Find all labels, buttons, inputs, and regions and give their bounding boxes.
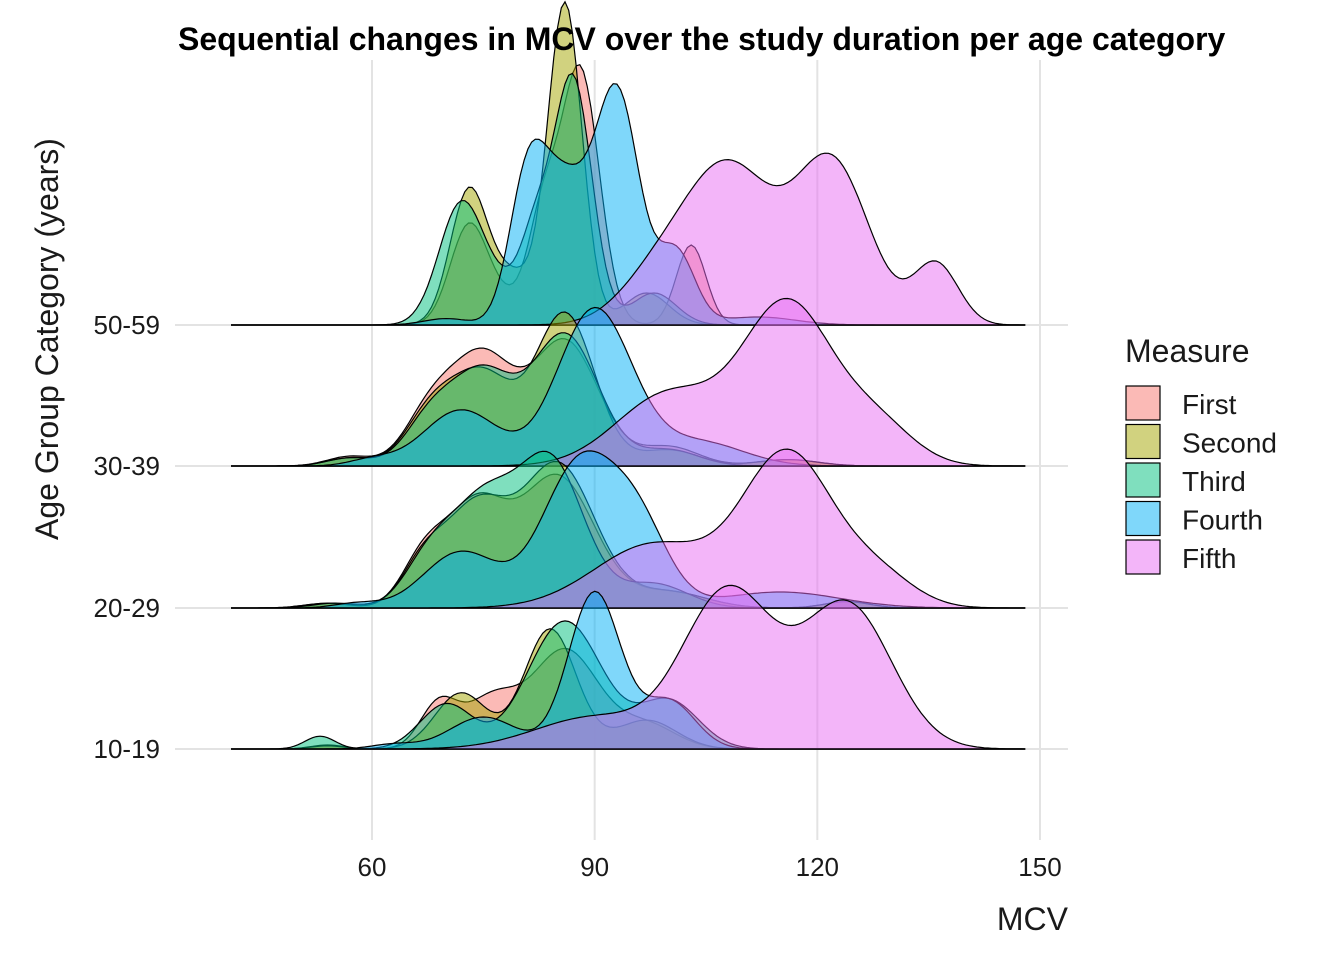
ridge-group-50-59 [231,0,1026,326]
ridges [231,0,1026,750]
ridge-group-20-29 [231,448,1026,609]
y-tick-label: 30-39 [94,451,161,481]
x-axis-title: MCV [997,901,1069,937]
y-tick-label: 20-29 [94,593,161,623]
ridge-50-59-fifth [231,152,1026,326]
y-tick-label: 50-59 [94,310,161,340]
x-tick-label: 120 [796,852,839,882]
legend-label: Fifth [1182,543,1236,574]
y-axis-title: Age Group Category (years) [29,138,65,540]
y-tick-label: 10-19 [94,734,161,764]
x-axis-tick-labels: 60 90 120 150 [358,852,1062,882]
ridge-group-10-19 [231,584,1026,750]
legend-label: Second [1182,428,1277,459]
ridge-10-19-fifth [231,584,1026,750]
legend-label: Fourth [1182,505,1263,536]
legend-key-fifth [1125,539,1161,575]
legend-label: Third [1182,466,1246,497]
y-axis-tick-labels: 10-19 20-29 30-39 50-59 [94,310,161,764]
ridge-group-30-39 [231,297,1026,467]
legend-key-first [1125,385,1161,421]
legend-key-third [1125,462,1161,498]
ridge-30-39-fifth [231,297,1026,467]
legend-key-fourth [1125,500,1161,537]
x-tick-label: 60 [358,852,387,882]
legend: Measure First Second Third Fourth Fifth [1125,333,1277,575]
ridge-20-29-fifth [231,448,1026,609]
x-tick-label: 150 [1018,852,1061,882]
chart-title: Sequential changes in MCV over the study… [178,21,1226,57]
legend-title: Measure [1125,333,1250,369]
x-tick-label: 90 [580,852,609,882]
legend-label: First [1182,389,1237,420]
legend-key-second [1125,423,1161,460]
